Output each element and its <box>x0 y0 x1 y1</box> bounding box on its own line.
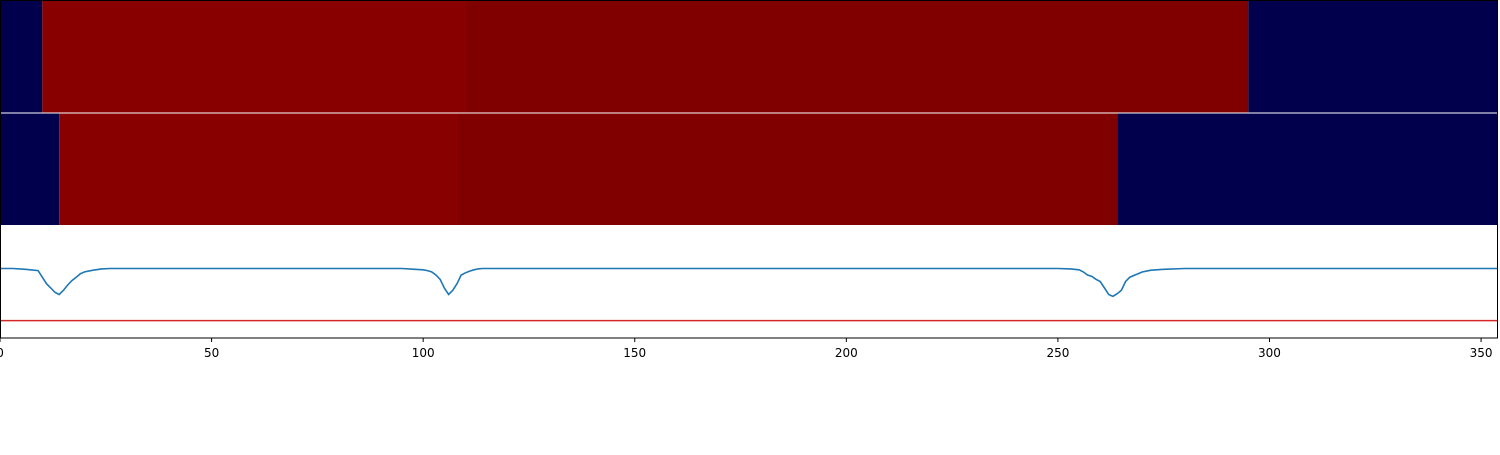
x-tick-label: 50 <box>204 346 219 360</box>
signal-line <box>0 267 1498 298</box>
x-tick-label: 100 <box>412 346 435 360</box>
plot-frame <box>0 0 1498 339</box>
heatmap-row-2-segment-3 <box>457 113 1118 225</box>
axis-layer: 0 50 100 150 200 250 300 350 <box>0 0 1498 360</box>
heatmap-row-2-segment-1 <box>0 113 60 225</box>
x-tick-label: 350 <box>1470 346 1493 360</box>
heatmap-row-2-segment-2 <box>59 113 458 225</box>
heatmap-layer <box>0 1 1500 225</box>
x-tick-label: 300 <box>1258 346 1281 360</box>
x-tick-label: 150 <box>623 346 646 360</box>
heatmap-row-2-segment-4 <box>1117 113 1498 225</box>
signal-layer <box>0 267 1498 322</box>
x-tick-label: 200 <box>835 346 858 360</box>
x-tick-label: 250 <box>1046 346 1069 360</box>
heatmap-row-1-segment-2 <box>42 1 466 113</box>
x-tick-label: 0 <box>0 346 4 360</box>
heatmap-row-1-segment-1 <box>0 1 43 113</box>
heatmap-row-1-segment-3 <box>465 1 1249 113</box>
heatmap-row-1-segment-4 <box>1248 1 1498 113</box>
